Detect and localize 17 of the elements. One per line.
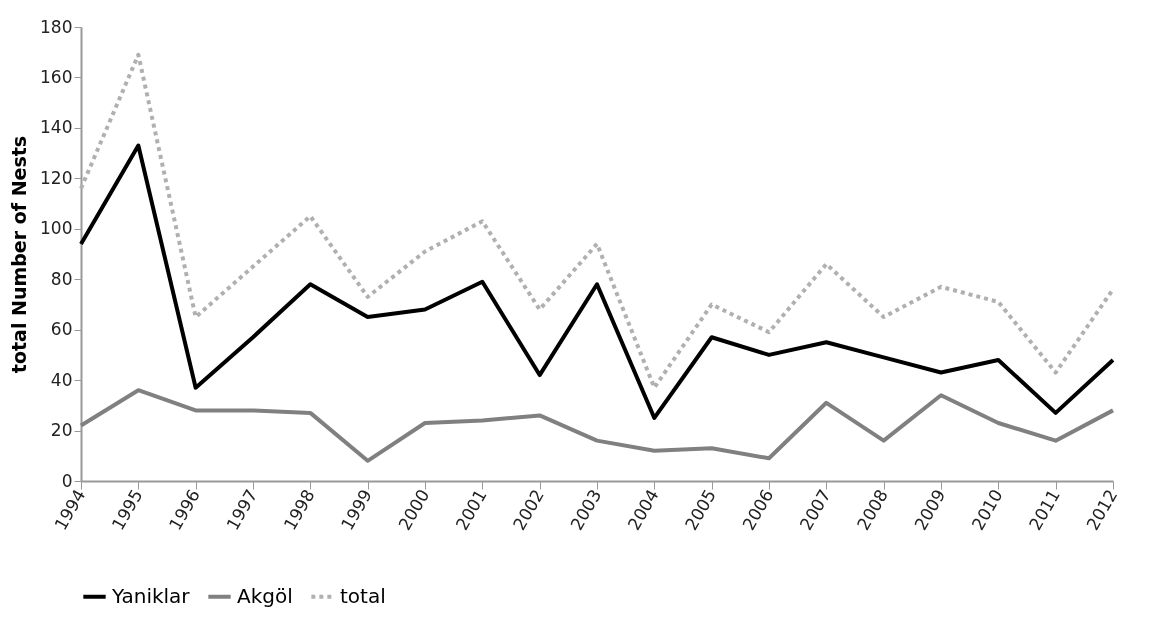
- y-tick-label: 60: [50, 319, 73, 340]
- line-series: [79, 388, 1115, 463]
- y-tick-label: 20: [50, 420, 73, 441]
- y-tick-label: 120: [40, 167, 73, 188]
- line-series: [79, 143, 1115, 420]
- y-tick-label: 0: [61, 470, 73, 491]
- y-tick-label: 160: [40, 66, 73, 87]
- y-tick-label: 180: [40, 16, 73, 37]
- line-series: [79, 52, 1115, 390]
- legend-label: Yaniklar: [111, 583, 191, 608]
- y-tick-label: 140: [40, 117, 73, 138]
- legend-label: Akgöl: [237, 583, 293, 608]
- legend-label: total: [340, 583, 386, 608]
- y-tick-label: 40: [50, 369, 73, 390]
- y-tick-label: 100: [40, 218, 73, 239]
- y-tick-label: 80: [50, 268, 73, 289]
- y-axis-title: total Number of Nests: [8, 135, 31, 374]
